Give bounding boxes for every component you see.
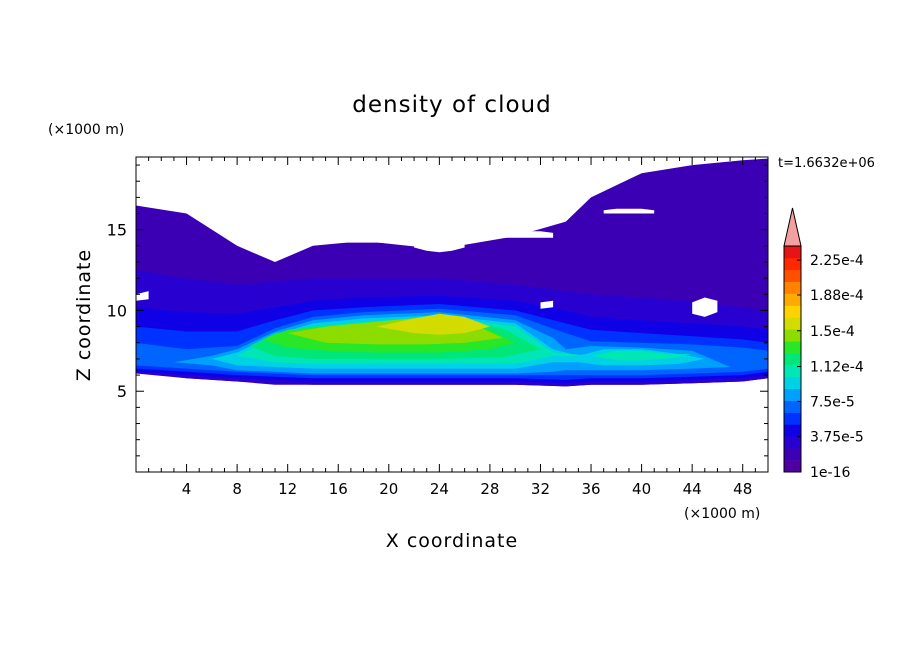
- x-tick-label: 40: [632, 480, 651, 498]
- colorbar-swatch: [784, 329, 801, 342]
- contour-band-12: [376, 313, 490, 335]
- y-tick-label: 15: [107, 221, 127, 240]
- colorbar-swatch: [784, 281, 801, 294]
- y-axis: 5 10 15: [107, 164, 768, 457]
- colorbar-swatch: [784, 436, 801, 449]
- y-tick-label: 5: [117, 382, 127, 401]
- cloud-gap-8: [136, 291, 149, 301]
- cloud-gap-4: [502, 231, 554, 238]
- colorbar-tick-label: 1.12e-4: [810, 360, 864, 376]
- chart-title: density of cloud: [352, 92, 551, 118]
- x-tick-label: 48: [733, 480, 752, 498]
- colorbar-swatch: [784, 317, 801, 330]
- colorbar-tick-label: 7.5e-5: [810, 394, 855, 410]
- cloud-gap-3: [414, 234, 465, 253]
- colorbar-swatch: [784, 257, 801, 271]
- colorbar-swatch: [784, 305, 801, 318]
- colorbar-swatch: [784, 364, 801, 378]
- colorbar-tick-label: 2.25e-4: [810, 253, 864, 269]
- x-axis: 4 8 12 16 20 24 28 32 36 40 44 48: [148, 157, 756, 498]
- colorbar-swatch: [784, 448, 801, 461]
- x-tick-label: 32: [531, 480, 550, 498]
- colorbar-tick-label: 1.5e-4: [810, 324, 855, 340]
- colorbar-swatch: [784, 269, 801, 282]
- x-tick-label: 12: [278, 480, 297, 498]
- colorbar-swatch: [784, 424, 801, 437]
- colorbar-swatch: [784, 388, 801, 401]
- x-tick-label: 16: [329, 480, 348, 498]
- colorbar-swatch: [784, 412, 801, 425]
- colorbar-tick-label: 1e-16: [810, 465, 850, 481]
- colorbar-frame: [783, 245, 802, 473]
- colorbar: 1e-16 3.75e-5 7.5e-5 1.12e-4 1.5e-4 1.88e-4 2.…: [783, 207, 864, 481]
- colorbar-swatch: [784, 353, 801, 366]
- colorbar-tick-label: 3.75e-5: [810, 430, 864, 446]
- x-tick-label: 24: [430, 480, 449, 498]
- x-unit-label: (×1000 m): [684, 506, 760, 522]
- x-tick-label: 44: [683, 480, 702, 498]
- colorbar-extend-arrow: [783, 207, 802, 247]
- colorbar-swatch: [784, 341, 801, 354]
- x-tick-label: 8: [232, 480, 242, 498]
- colorbar-tick-label: 1.88e-4: [810, 288, 864, 304]
- x-axis-label: X coordinate: [386, 530, 518, 552]
- cloud-gap-6: [692, 297, 718, 317]
- colorbar-swatch: [784, 246, 801, 259]
- cloud-gap-2: [338, 236, 389, 243]
- cloud-gap-7: [540, 300, 554, 309]
- time-label: t=1.6632e+06: [778, 156, 875, 171]
- cloud-gap-1: [136, 174, 187, 182]
- colorbar-swatch: [784, 293, 801, 306]
- x-tick-label: 36: [581, 480, 600, 498]
- y-unit-label: (×1000 m): [48, 122, 124, 138]
- y-tick-label: 10: [107, 301, 127, 320]
- x-tick-label: 20: [379, 480, 398, 498]
- colorbar-swatch: [784, 460, 801, 473]
- x-tick-label: 4: [182, 480, 192, 498]
- plot-area: [136, 158, 768, 387]
- y-axis-label: Z coordinate: [73, 249, 95, 381]
- x-tick-label: 28: [480, 480, 499, 498]
- colorbar-swatch: [784, 376, 801, 390]
- colorbar-swatch: [784, 400, 801, 413]
- cloud-gap-5: [603, 208, 655, 214]
